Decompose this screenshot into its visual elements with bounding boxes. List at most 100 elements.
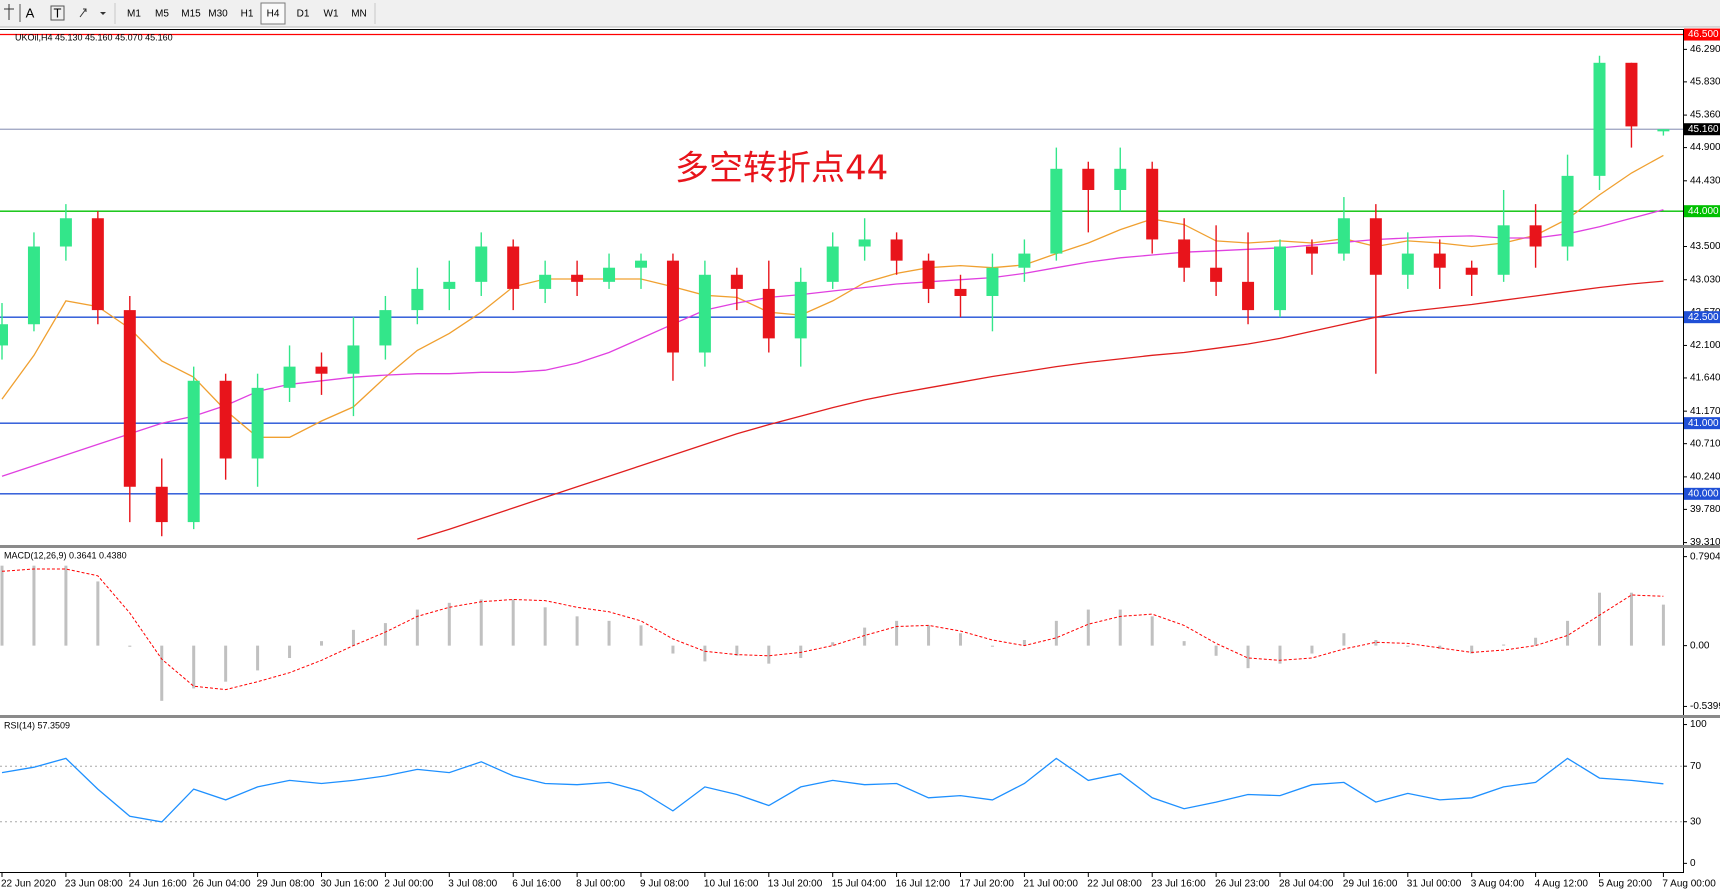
- level-price-label: 46.500: [1688, 29, 1719, 40]
- timeframe-button[interactable]: H1: [241, 9, 254, 20]
- timeframe-button[interactable]: MN: [351, 9, 367, 20]
- macd-bar: [1310, 645, 1314, 654]
- tool-button[interactable]: T: [54, 5, 62, 20]
- x-tick-label: 3 Jul 08:00: [448, 879, 497, 890]
- macd-bar: [1406, 645, 1410, 647]
- x-tick-label: 22 Jun 2020: [1, 879, 56, 890]
- timeframe-button[interactable]: H4: [267, 9, 280, 20]
- moving-average: [417, 280, 1664, 540]
- level-price-box: [1684, 205, 1720, 218]
- candle-body: [379, 310, 392, 346]
- y-tick-label: 100: [1690, 719, 1707, 730]
- candle-body: [794, 281, 807, 339]
- level-price-box: [1684, 311, 1720, 324]
- y-tick-label: 0: [1690, 858, 1696, 869]
- x-tick-label: 13 Jul 20:00: [768, 879, 823, 890]
- macd-bar: [1182, 641, 1186, 646]
- timeframe-button[interactable]: M5: [155, 9, 169, 20]
- macd-bar: [639, 625, 643, 646]
- level-price-box: [1684, 123, 1720, 136]
- macd-bar: [1342, 633, 1346, 646]
- macd-bar: [256, 645, 260, 671]
- x-tick-label: 2 Jul 00:00: [384, 879, 433, 890]
- macd-bar: [32, 565, 36, 646]
- candle-body: [730, 274, 743, 289]
- text-tool-frame: [50, 5, 65, 21]
- toolbar: [0, 0, 1720, 27]
- x-tick-label: 21 Jul 00:00: [1023, 879, 1078, 890]
- candle-body: [1625, 62, 1638, 127]
- macd-bar: [990, 645, 994, 647]
- candle-body: [1529, 225, 1542, 247]
- macd-bar: [863, 627, 867, 646]
- candle-body: [1274, 246, 1286, 311]
- x-tick-label: 6 Jul 16:00: [512, 879, 561, 890]
- candle-body: [762, 288, 775, 339]
- macd-bar: [64, 565, 68, 646]
- timeframe-button[interactable]: W1: [324, 9, 339, 20]
- macd-bar: [447, 602, 451, 646]
- moving-average: [1, 209, 1664, 477]
- plot-area: [0, 757, 1683, 823]
- x-tick-label: 31 Jul 00:00: [1407, 879, 1462, 890]
- candle-body: [91, 218, 104, 311]
- timeframe-button[interactable]: M1: [127, 9, 141, 20]
- tool-button[interactable]: A: [26, 5, 35, 20]
- x-tick-label: 17 Jul 20:00: [960, 879, 1015, 890]
- level-price-box: [1684, 487, 1720, 500]
- panel-separator: [0, 715, 1720, 718]
- crosshair-icon[interactable]: [4, 4, 14, 20]
- x-tick-label: 28 Jul 04:00: [1279, 879, 1334, 890]
- level-price-label: 41.000: [1688, 418, 1719, 429]
- macd-bar: [1054, 620, 1058, 646]
- rsi-line: [1, 757, 1664, 823]
- indicator-title: MACD(12,26,9) 0.3641 0.4380: [4, 550, 127, 560]
- macd-bar: [1470, 645, 1474, 654]
- candle-body: [666, 260, 679, 353]
- y-tick-label: 39.310: [1690, 537, 1720, 548]
- macd-bar: [1278, 645, 1282, 664]
- candle-body: [954, 288, 967, 296]
- macd-bar: [671, 645, 675, 654]
- macd-bar: [1118, 609, 1122, 646]
- macd-bar: [383, 623, 387, 646]
- candle-body: [1369, 218, 1382, 275]
- macd-bar: [799, 645, 803, 659]
- timeframe-button[interactable]: M15: [181, 9, 201, 20]
- candle-body: [1433, 253, 1446, 268]
- y-tick-label: 43.030: [1690, 274, 1720, 285]
- timeframe-button[interactable]: M30: [208, 9, 228, 20]
- candle-body: [475, 246, 488, 282]
- candle-body: [251, 387, 264, 459]
- macd-bar: [927, 625, 931, 646]
- active-timeframe-frame: [260, 2, 286, 25]
- y-tick-label: 30: [1690, 816, 1702, 827]
- x-tick-label: 23 Jun 08:00: [65, 879, 123, 890]
- x-tick-label: 26 Jul 23:00: [1215, 879, 1270, 890]
- macd-bar: [575, 616, 579, 646]
- macd-bar: [320, 641, 323, 646]
- macd-bar: [128, 645, 132, 647]
- y-tick-label: 0.00: [1690, 640, 1710, 651]
- macd-bar: [1150, 616, 1154, 646]
- candle-body: [443, 281, 456, 289]
- macd-bar: [96, 581, 100, 646]
- candle-body: [1561, 175, 1574, 247]
- candle-body: [219, 380, 232, 459]
- macd-bar: [1438, 645, 1442, 650]
- macd-bar: [160, 645, 164, 701]
- candle-body: [890, 239, 903, 261]
- macd-bar: [479, 599, 483, 646]
- macd-bar: [703, 645, 707, 662]
- candle-body: [1114, 168, 1127, 190]
- x-tick-label: 23 Jul 16:00: [1151, 879, 1206, 890]
- timeframe-button[interactable]: D1: [297, 9, 310, 20]
- level-price-label: 44.000: [1688, 206, 1719, 217]
- candle-body: [187, 380, 200, 523]
- candle-body: [507, 246, 520, 289]
- macd-bar: [351, 629, 355, 646]
- arrows-tool[interactable]: [79, 8, 106, 18]
- y-tick-label: 0.7904: [1690, 551, 1720, 562]
- macd-bar: [224, 645, 228, 682]
- panel-separator: [0, 545, 1720, 548]
